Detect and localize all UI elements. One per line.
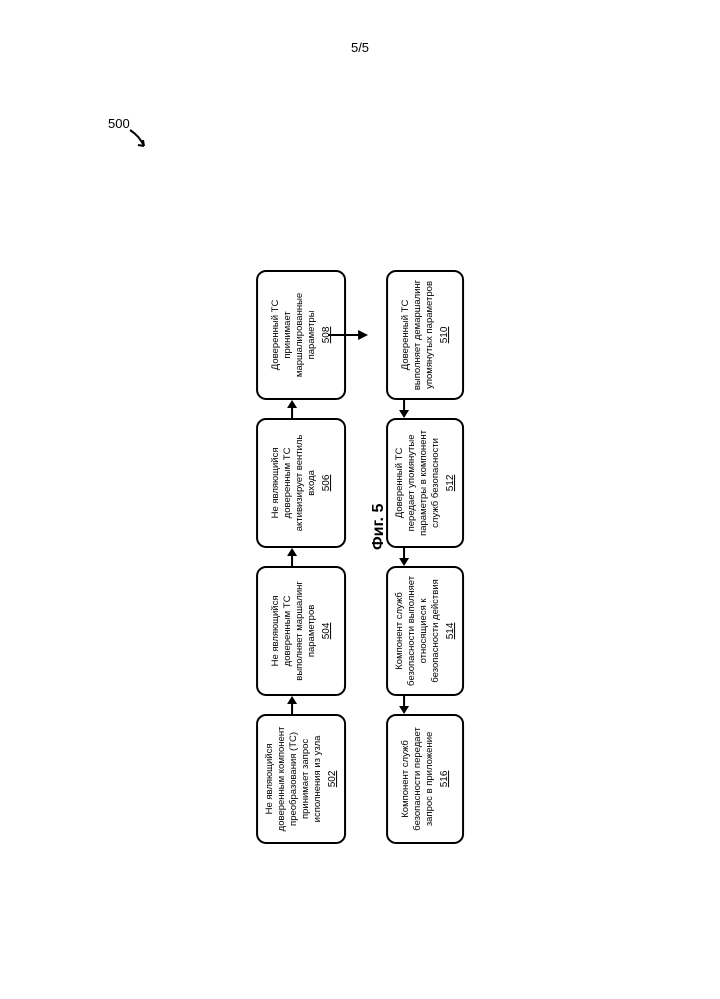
node-504: Не являющийся доверенным TC выполняет ма… bbox=[256, 566, 346, 696]
flowchart-diagram: Не являющийся доверенным компонент преоб… bbox=[256, 224, 464, 844]
node-514-num: 514 bbox=[445, 623, 458, 640]
node-504-num: 504 bbox=[322, 623, 335, 640]
node-510-num: 510 bbox=[440, 327, 453, 344]
node-504-text: Не являющийся доверенным TC выполняет ма… bbox=[270, 574, 318, 688]
page-number: 5/5 bbox=[351, 40, 369, 55]
node-502-num: 502 bbox=[327, 771, 340, 788]
node-508-num: 508 bbox=[322, 327, 335, 344]
node-514-text: Компонент служб безопасности выполняет о… bbox=[394, 574, 442, 688]
figure-caption: Фиг. 5 bbox=[370, 504, 388, 550]
figure-reference-label: 500 bbox=[108, 116, 130, 131]
node-512-num: 512 bbox=[445, 475, 458, 492]
node-516: Компонент служб безопасности передает за… bbox=[386, 714, 464, 844]
node-506-text: Не являющийся доверенным TC активизирует… bbox=[270, 426, 318, 540]
node-502: Не являющийся доверенным компонент преоб… bbox=[256, 714, 346, 844]
node-508: Доверенный TC принимает маршалированные … bbox=[256, 270, 346, 400]
figure-reference-arrow bbox=[128, 128, 152, 152]
node-510-text: Доверенный TC выполняет демаршалинг упом… bbox=[400, 278, 436, 392]
node-516-text: Компонент служб безопасности передает за… bbox=[400, 722, 436, 836]
node-502-text: Не являющийся доверенным компонент преоб… bbox=[264, 722, 323, 836]
node-516-num: 516 bbox=[440, 771, 453, 788]
node-508-text: Доверенный TC принимает маршалированные … bbox=[270, 278, 318, 392]
node-512-text: Доверенный TC передает упомянутые параме… bbox=[394, 426, 442, 540]
node-512: Доверенный TC передает упомянутые параме… bbox=[386, 418, 464, 548]
node-506-num: 506 bbox=[322, 475, 335, 492]
node-514: Компонент служб безопасности выполняет о… bbox=[386, 566, 464, 696]
node-510: Доверенный TC выполняет демаршалинг упом… bbox=[386, 270, 464, 400]
node-506: Не являющийся доверенным TC активизирует… bbox=[256, 418, 346, 548]
